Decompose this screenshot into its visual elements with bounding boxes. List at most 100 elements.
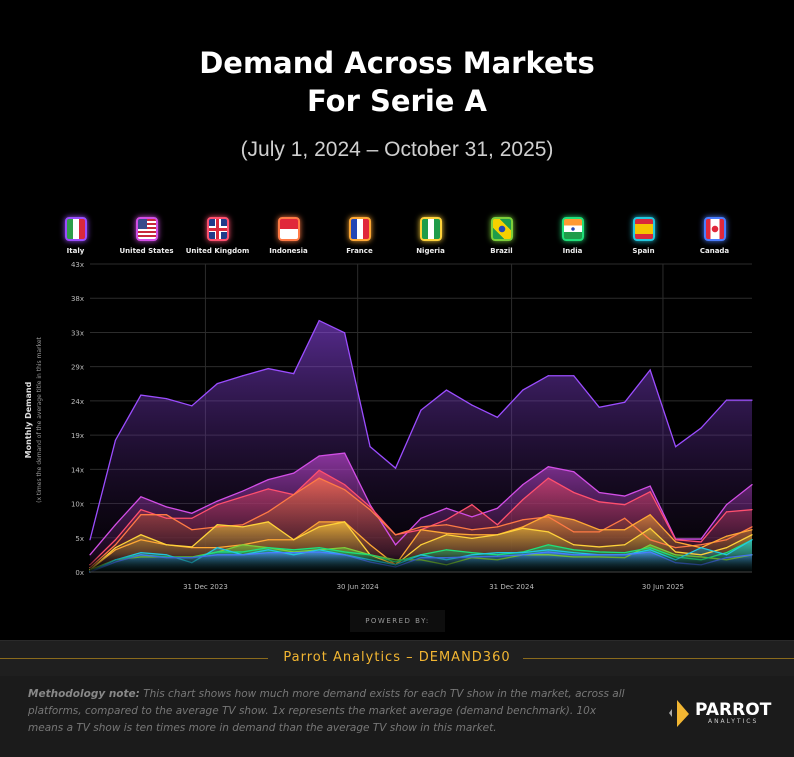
y-tick-label: 43x — [71, 261, 84, 269]
data-point — [369, 509, 371, 511]
data-point — [598, 529, 600, 531]
data-point — [675, 551, 677, 553]
chart-title: Demand Across Markets For Serie A — [0, 44, 794, 120]
legend-item-united-states: United States — [112, 217, 182, 255]
y-tick-label: 19x — [71, 432, 84, 440]
france-flag-icon — [348, 217, 371, 241]
data-point — [318, 477, 320, 479]
data-point — [445, 549, 448, 551]
data-point — [624, 401, 626, 403]
data-point — [242, 524, 244, 526]
parrot-logo-icon — [669, 700, 689, 727]
data-point — [573, 552, 575, 554]
data-point — [573, 549, 575, 551]
data-point — [242, 551, 244, 553]
data-point — [624, 529, 626, 531]
data-point — [471, 552, 473, 554]
data-point — [344, 452, 346, 454]
data-point — [547, 531, 549, 533]
y-tick-label: 24x — [71, 398, 84, 406]
data-point — [649, 514, 651, 516]
data-point — [471, 529, 473, 531]
data-point — [700, 547, 702, 549]
data-point — [445, 389, 448, 391]
data-point — [496, 416, 498, 418]
data-point — [471, 534, 473, 536]
data-point — [216, 547, 218, 549]
y-tick-label: 0x — [75, 569, 84, 577]
data-point — [496, 526, 498, 528]
data-point — [522, 552, 524, 554]
data-point — [140, 552, 142, 554]
y-tick-label: 5x — [75, 535, 84, 543]
x-tick-label: 30 Jun 2025 — [642, 583, 684, 591]
data-point — [140, 514, 142, 516]
data-point — [242, 526, 244, 528]
data-point — [649, 539, 651, 541]
data-point — [471, 516, 473, 518]
data-point — [216, 551, 218, 553]
data-point — [114, 549, 117, 551]
data-point — [547, 466, 549, 468]
data-point — [598, 406, 600, 408]
data-point — [598, 546, 600, 548]
data-point — [165, 544, 167, 546]
data-point — [318, 547, 320, 549]
data-point — [420, 544, 422, 546]
data-point — [700, 427, 702, 429]
data-point — [293, 552, 295, 554]
data-point — [293, 539, 295, 541]
data-point — [318, 455, 320, 457]
data-point — [267, 539, 269, 541]
data-point — [649, 544, 651, 546]
legend-item-indonesia: Indonesia — [254, 217, 324, 255]
data-point — [344, 521, 346, 523]
data-point — [675, 446, 677, 448]
data-point — [573, 471, 575, 473]
data-point — [267, 511, 269, 513]
data-point — [700, 538, 702, 540]
data-point — [165, 514, 167, 516]
data-point — [140, 539, 142, 541]
legend-item-france: France — [325, 217, 395, 255]
data-point — [445, 524, 448, 526]
legend-item-united-kingdom: United Kingdom — [183, 217, 253, 255]
data-point — [496, 507, 498, 509]
data-point — [624, 495, 626, 497]
data-point — [216, 524, 218, 526]
data-point — [649, 491, 651, 493]
data-point — [267, 521, 269, 523]
data-point — [649, 549, 651, 551]
data-point — [649, 551, 651, 553]
y-tick-label: 33x — [71, 329, 84, 337]
data-point — [369, 504, 371, 506]
data-point — [420, 529, 422, 531]
india-flag-icon — [561, 217, 584, 241]
data-point — [394, 534, 397, 536]
data-point — [649, 369, 651, 371]
data-point — [725, 552, 728, 554]
legend-label: Indonesia — [269, 247, 308, 255]
data-point — [344, 489, 346, 491]
brazil-flag-icon — [490, 217, 513, 241]
data-point — [649, 527, 651, 529]
data-point — [318, 319, 320, 322]
legend-label: Canada — [699, 247, 730, 255]
data-point — [675, 547, 677, 549]
data-point — [522, 484, 524, 486]
legend-label: United Kingdom — [185, 247, 250, 255]
data-point — [522, 499, 524, 501]
data-point — [216, 526, 218, 528]
data-point — [140, 496, 142, 498]
data-point — [267, 552, 269, 554]
data-point — [598, 531, 600, 533]
data-point — [318, 526, 320, 528]
data-point — [522, 389, 524, 391]
data-point — [216, 504, 218, 506]
data-point — [725, 539, 728, 541]
legend-label: France — [346, 247, 373, 255]
data-point — [369, 544, 371, 546]
data-point — [547, 375, 549, 377]
data-point — [114, 439, 117, 441]
data-point — [344, 484, 346, 486]
